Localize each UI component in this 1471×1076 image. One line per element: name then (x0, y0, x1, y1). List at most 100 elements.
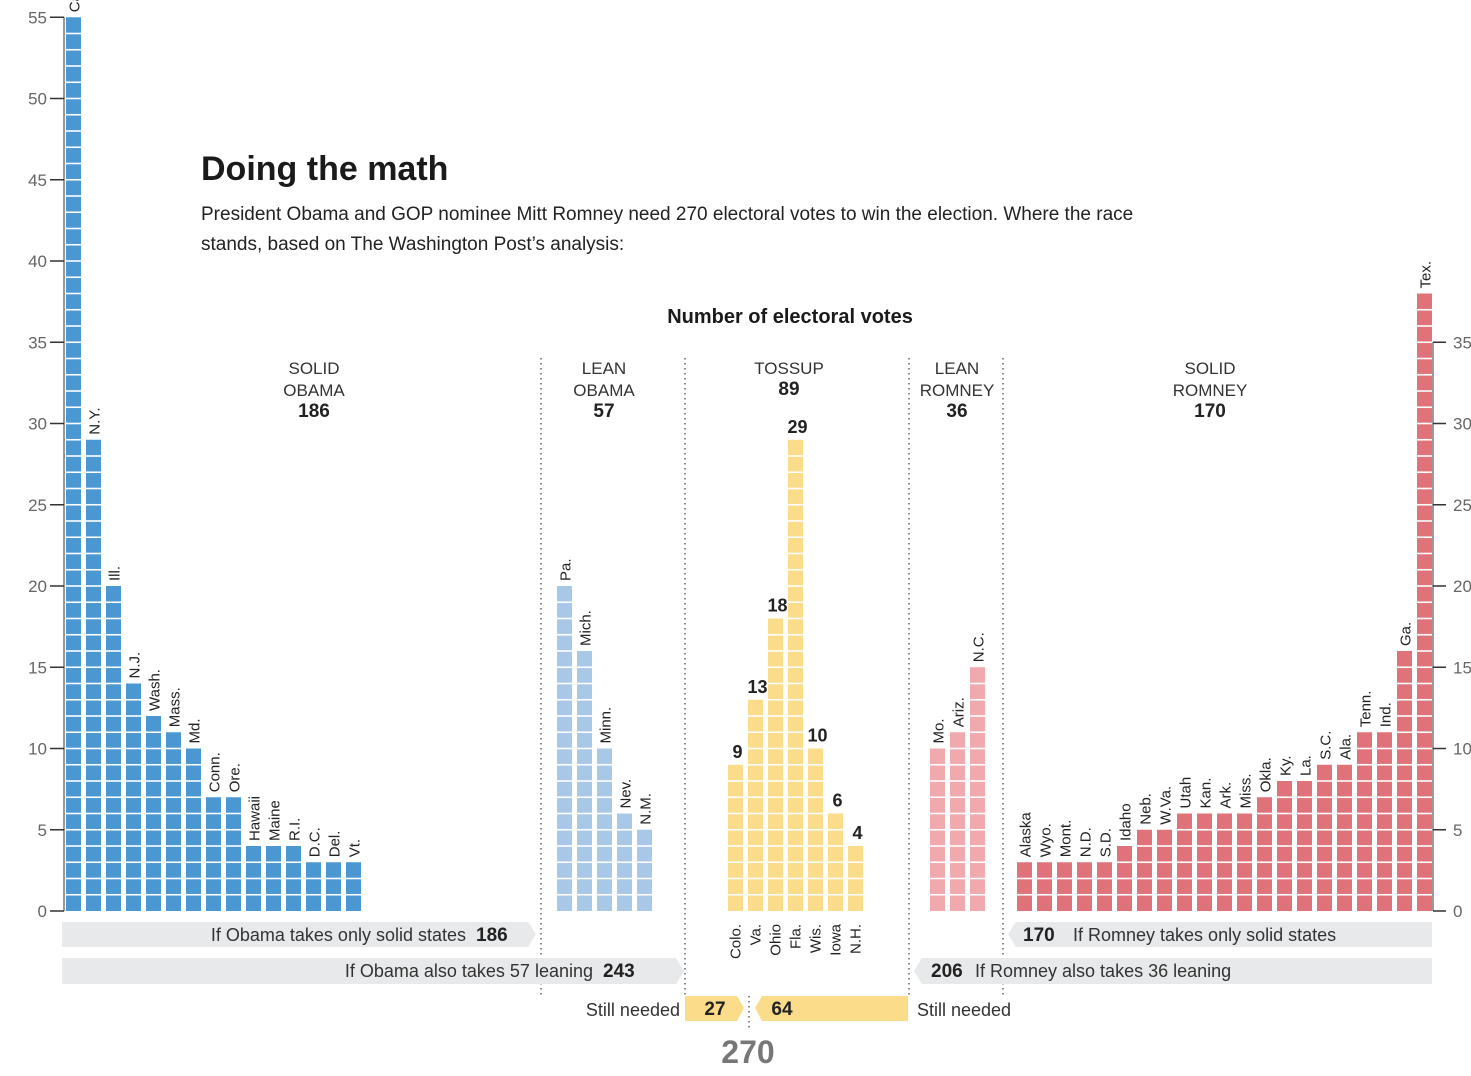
bar-fill (1057, 862, 1072, 911)
state-label: Vt. (347, 839, 364, 857)
bar (226, 797, 241, 911)
left-tick-label: 30 (28, 415, 47, 434)
state-label: Ore. (227, 763, 244, 792)
state-label: Conn. (207, 752, 224, 792)
romney-solid-value: 170 (1023, 925, 1055, 946)
bar (950, 732, 965, 911)
left-tick-label: 15 (28, 658, 47, 677)
bar (828, 813, 843, 911)
bar (266, 846, 281, 911)
right-tick-label: 30 (1453, 415, 1471, 434)
bar (1397, 651, 1412, 911)
bar (86, 439, 101, 911)
bar (1317, 764, 1332, 911)
bar (1297, 781, 1312, 911)
bar (1037, 862, 1052, 911)
obama-solid-value: 186 (476, 925, 508, 946)
bar-fill (728, 764, 743, 911)
bar (1137, 829, 1152, 911)
bar (577, 651, 592, 911)
bar-fill (1357, 732, 1372, 911)
bar (1417, 293, 1432, 911)
obama-needed-value: 27 (704, 999, 725, 1020)
bar (1177, 813, 1192, 911)
state-label: D.C. (307, 827, 324, 857)
bar-value-label: 6 (832, 791, 842, 811)
category-label: SOLID (288, 359, 339, 378)
title-block: Doing the math President Obama and GOP n… (201, 148, 1201, 260)
category-label: ROMNEY (920, 381, 995, 400)
bar (1277, 781, 1292, 911)
bar-fill (970, 667, 985, 911)
category-total: 36 (946, 401, 967, 422)
bar (246, 846, 261, 911)
state-label: Ill. (107, 566, 124, 581)
obama-solid-band (62, 922, 536, 947)
right-tick-label: 25 (1453, 496, 1471, 515)
bar-fill (637, 829, 652, 911)
bar-fill (346, 862, 361, 911)
category-label: TOSSUP (754, 359, 824, 378)
state-label: Wash. (147, 669, 164, 711)
bar (346, 862, 361, 911)
state-label: N.C. (971, 632, 988, 662)
bar (206, 797, 221, 911)
bar-fill (950, 732, 965, 911)
right-tick-label: 5 (1453, 821, 1462, 840)
state-label: N.H. (848, 924, 865, 954)
bar-fill (166, 732, 181, 911)
chart-subtitle: President Obama and GOP nominee Mitt Rom… (201, 204, 1134, 255)
state-label: N.J. (127, 652, 144, 679)
left-tick-label: 0 (38, 902, 47, 921)
state-label: La. (1298, 755, 1315, 776)
bar (617, 813, 632, 911)
bar (166, 732, 181, 911)
obama-still-needed-label: Still needed (586, 1000, 680, 1020)
bar (1237, 813, 1252, 911)
bar-fill (1257, 797, 1272, 911)
bar (1057, 862, 1072, 911)
romney-solid-band (1008, 922, 1432, 947)
romney-solid-text: If Romney takes only solid states (1073, 925, 1336, 945)
right-tick-label: 35 (1453, 333, 1471, 352)
state-label: Hawaii (247, 796, 264, 841)
bar-value-label: 13 (747, 677, 767, 697)
category-total: 89 (778, 379, 799, 400)
state-label: Ariz. (951, 697, 968, 727)
bar (1377, 732, 1392, 911)
state-label: Del. (327, 831, 344, 858)
state-label: Mass. (167, 687, 184, 727)
right-tick-label: 15 (1453, 658, 1471, 677)
state-label: Mont. (1058, 820, 1075, 858)
bar-value-label: 9 (732, 742, 742, 762)
chart-title: Doing the math (201, 150, 449, 188)
romney-needed-band (755, 996, 908, 1021)
category-label: LEAN (935, 359, 979, 378)
state-label: Ga. (1398, 622, 1415, 646)
bar (1077, 862, 1092, 911)
bar-fill (1097, 862, 1112, 911)
state-label: Nev. (618, 779, 635, 809)
category-label: OBAMA (283, 381, 345, 400)
bar (286, 846, 301, 911)
state-label: Neb. (1138, 793, 1155, 825)
left-tick-label: 5 (38, 821, 47, 840)
bar (1257, 797, 1272, 911)
state-label: Idaho (1118, 803, 1135, 841)
bar (768, 618, 783, 911)
bar (808, 748, 823, 911)
bar (1017, 862, 1032, 911)
state-label: Alaska (1018, 812, 1035, 858)
state-label: Wyo. (1038, 823, 1055, 857)
bar (930, 748, 945, 911)
bar-value-label: 29 (787, 417, 807, 437)
romney-needed-value: 64 (771, 999, 793, 1020)
left-tick-label: 10 (28, 740, 47, 759)
obama-solid-text: If Obama takes only solid states (211, 925, 466, 945)
bar (326, 862, 341, 911)
romney-lean-value: 206 (931, 961, 963, 982)
left-tick-label: 45 (28, 171, 47, 190)
state-label: Minn. (598, 707, 615, 744)
bar-fill (788, 439, 803, 911)
